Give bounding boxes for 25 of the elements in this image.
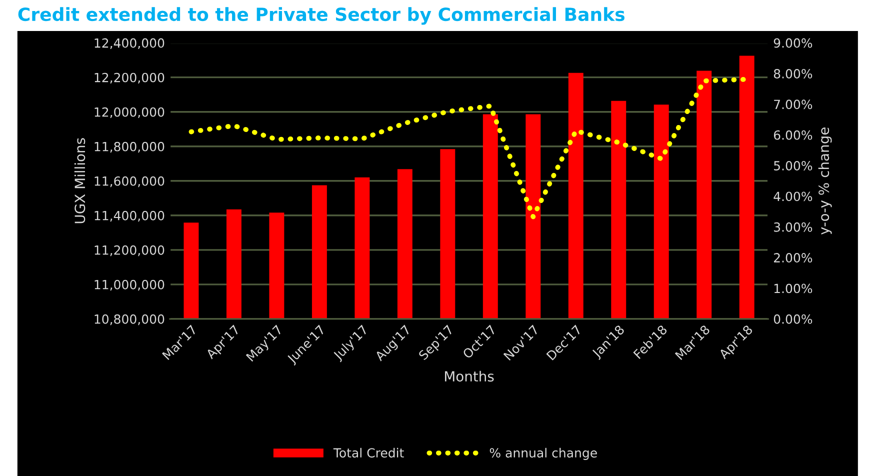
legend-label: Total Credit [333, 448, 404, 458]
y-tick-label: 11,400,000 [94, 210, 164, 222]
y-tick-label: 12,000,000 [94, 107, 164, 118]
y2-tick-label: 7.00% [774, 100, 812, 110]
y-tick-label: 12,200,000 [94, 72, 164, 84]
y2-tick-label: 6.00% [774, 130, 812, 140]
y-tick-label: 11,600,000 [94, 176, 164, 188]
y2-axis-title: y-o-y % change [818, 128, 832, 235]
y2-tick-label: 9.00% [774, 38, 812, 48]
y-tick-label: 11,000,000 [94, 280, 164, 291]
y-tick-label: 12,400,000 [94, 38, 164, 50]
x-axis-title: Months [445, 370, 494, 382]
y2-tick-label: 3.00% [774, 222, 812, 232]
chart-title: Credit extended to the Private Sector by Commercial Banks [18, 7, 624, 25]
y2-tick-label: 2.00% [774, 253, 812, 262]
y2-tick-label: 5.00% [774, 161, 812, 170]
y2-tick-label: 0.00% [774, 314, 812, 324]
y2-tick-label: 4.00% [774, 192, 812, 202]
y-tick-label: 11,200,000 [94, 245, 164, 256]
y-axis-title: UGX Millions [74, 138, 86, 224]
legend-label: % annual change [490, 448, 597, 460]
y2-tick-label: 8.00% [774, 68, 812, 78]
y2-tick-label: 1.00% [774, 284, 812, 294]
y-tick-label: 11,800,000 [94, 142, 164, 153]
y-tick-label: 10,800,000 [94, 314, 164, 326]
